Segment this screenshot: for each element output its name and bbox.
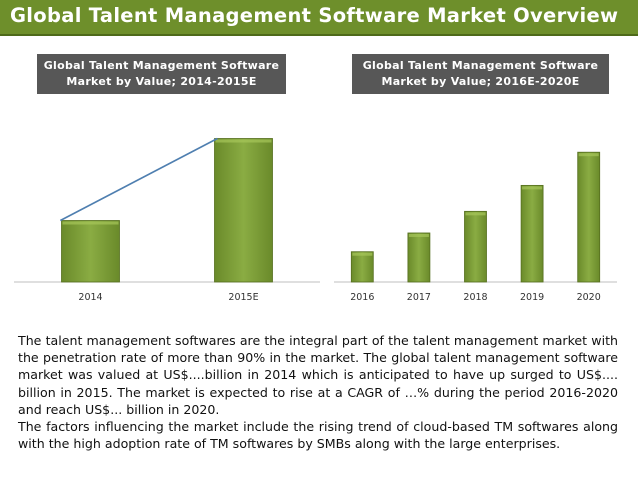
chart-right-tick-label-2019: 2019 [520, 292, 544, 303]
chart-right-bar-2020 [577, 151, 601, 283]
chart-right-bar-2018 [464, 210, 487, 283]
description-paragraph-1: The talent management softwares are the … [18, 333, 618, 417]
chart-right-bar-2016 [350, 251, 374, 283]
chart-right-tick-label-2018: 2018 [463, 292, 487, 303]
chart-left-title: Global Talent Management Software Market… [37, 54, 286, 94]
description-paragraph-2: The factors influencing the market inclu… [18, 419, 618, 452]
description: The talent management softwares are the … [18, 332, 618, 452]
chart-left-bar-2015E [214, 138, 273, 283]
chart-right-title-line1: Global Talent Management Software [362, 59, 599, 72]
chart-right-bar-highlight-2020 [578, 153, 599, 157]
chart-right-bar-highlight-2017 [408, 233, 429, 237]
chart-left-tick-label-2014: 2014 [78, 292, 102, 303]
chart-left-bar-highlight-2015E [215, 139, 272, 143]
chart-left-title-line2: Market by Value; 2014-2015E [66, 75, 257, 88]
chart-left-title-line1: Global Talent Management Software [43, 59, 280, 72]
chart-right-bar-highlight-2018 [465, 212, 486, 216]
title-bar: Global Talent Management Software Market… [0, 0, 638, 36]
page-title: Global Talent Management Software Market… [10, 4, 619, 27]
chart-right-bar-highlight-2019 [522, 186, 543, 190]
chart-left-bar-highlight-2014 [62, 221, 119, 225]
chart-left: 2014 2015E [14, 137, 320, 303]
chart-right-bar-2019 [520, 184, 544, 283]
chart-right-tick-label-2017: 2017 [407, 292, 431, 303]
chart-left-trendline [59, 137, 218, 222]
chart-left-tick-label-2015E: 2015E [228, 292, 258, 303]
chart-right: 2016 2017 2018 2019 2020 [334, 151, 617, 303]
chart-right-bar-highlight-2016 [352, 252, 373, 256]
chart-right-title-line2: Market by Value; 2016E-2020E [381, 75, 580, 88]
chart-right-bar-2017 [407, 232, 431, 283]
chart-right-tick-label-2016: 2016 [350, 292, 374, 303]
chart-left-bar-2014 [61, 220, 120, 283]
chart-right-title: Global Talent Management Software Market… [352, 54, 609, 94]
chart-right-tick-label-2020: 2020 [577, 292, 601, 303]
